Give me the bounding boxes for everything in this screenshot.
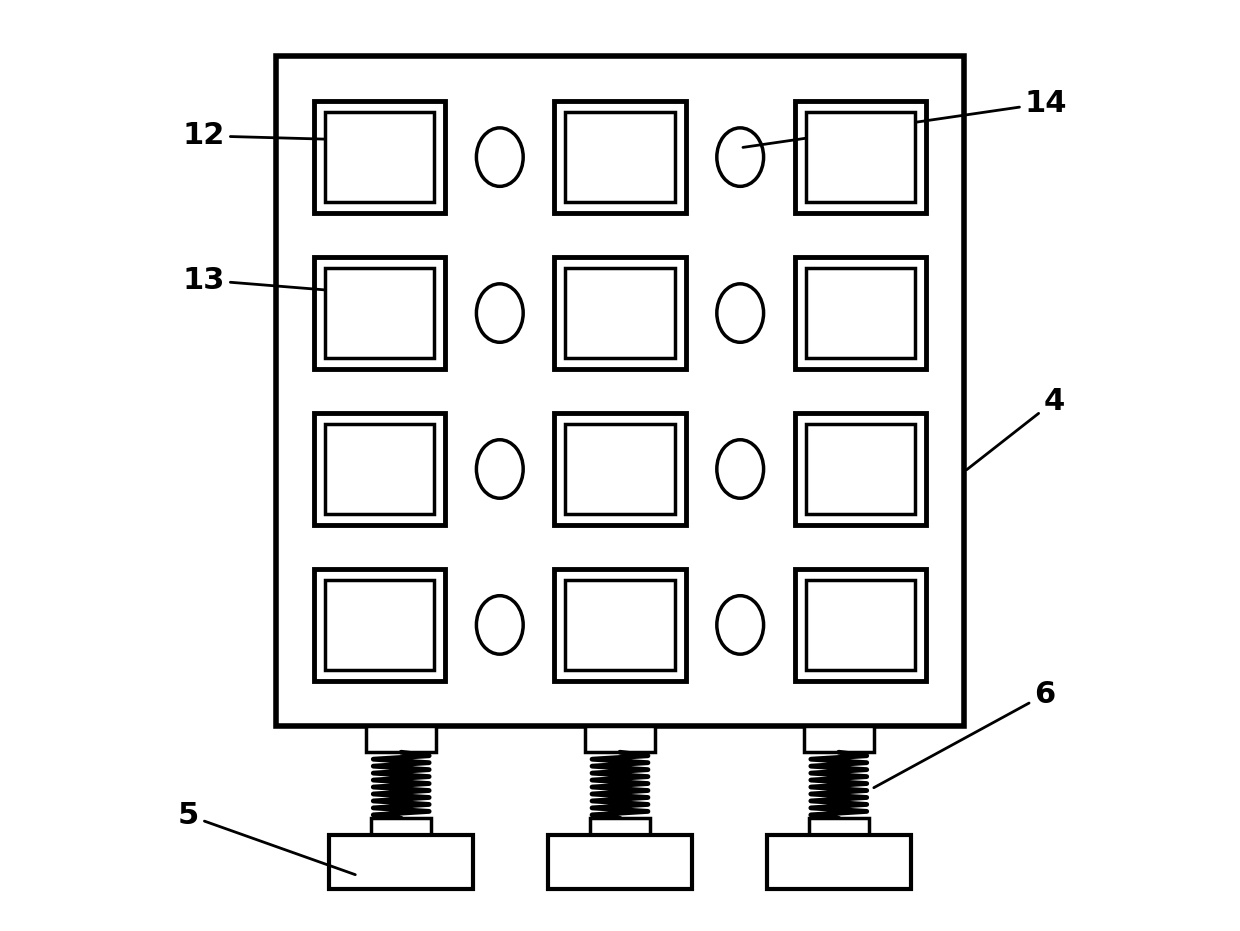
- Bar: [565, 580, 675, 670]
- Bar: [806, 580, 915, 670]
- Bar: [329, 835, 474, 889]
- Bar: [795, 101, 926, 213]
- Bar: [590, 818, 650, 835]
- Ellipse shape: [717, 128, 764, 186]
- Bar: [565, 268, 675, 358]
- Bar: [314, 569, 445, 681]
- Ellipse shape: [717, 596, 764, 654]
- Bar: [325, 268, 434, 358]
- Bar: [565, 112, 675, 202]
- Bar: [314, 412, 445, 525]
- Text: 12: 12: [182, 121, 363, 150]
- Bar: [585, 726, 655, 752]
- Bar: [806, 424, 915, 514]
- Ellipse shape: [717, 284, 764, 343]
- Ellipse shape: [476, 439, 523, 498]
- Bar: [371, 818, 432, 835]
- Bar: [548, 835, 692, 889]
- Bar: [554, 101, 686, 213]
- Text: 14: 14: [743, 88, 1068, 147]
- Bar: [325, 424, 434, 514]
- Bar: [808, 818, 869, 835]
- Bar: [795, 569, 926, 681]
- Bar: [795, 412, 926, 525]
- Text: 5: 5: [177, 801, 356, 875]
- Bar: [314, 257, 445, 370]
- Bar: [366, 726, 436, 752]
- Bar: [554, 412, 686, 525]
- Bar: [806, 112, 915, 202]
- Bar: [325, 112, 434, 202]
- Bar: [806, 268, 915, 358]
- Ellipse shape: [476, 596, 523, 654]
- Ellipse shape: [476, 284, 523, 343]
- Bar: [766, 835, 911, 889]
- Bar: [325, 580, 434, 670]
- Bar: [795, 257, 926, 370]
- Text: 6: 6: [874, 680, 1055, 788]
- Ellipse shape: [717, 439, 764, 498]
- Bar: [554, 569, 686, 681]
- Bar: [565, 424, 675, 514]
- Text: 4: 4: [967, 386, 1065, 470]
- Ellipse shape: [476, 128, 523, 186]
- Bar: [314, 101, 445, 213]
- Bar: [804, 726, 874, 752]
- Text: 13: 13: [182, 265, 331, 294]
- Bar: [275, 56, 965, 726]
- Bar: [554, 257, 686, 370]
